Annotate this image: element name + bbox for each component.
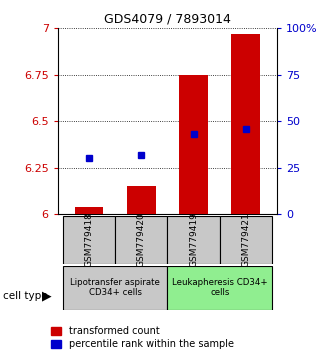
- Text: GSM779421: GSM779421: [241, 212, 250, 267]
- Title: GDS4079 / 7893014: GDS4079 / 7893014: [104, 13, 231, 26]
- Bar: [231, 34, 260, 214]
- FancyBboxPatch shape: [115, 216, 168, 264]
- FancyBboxPatch shape: [63, 266, 168, 310]
- Text: GSM779420: GSM779420: [137, 212, 146, 267]
- Text: GSM779418: GSM779418: [84, 212, 94, 267]
- Bar: [75, 207, 104, 214]
- FancyBboxPatch shape: [63, 216, 115, 264]
- Text: cell type: cell type: [3, 291, 48, 301]
- Text: Leukapheresis CD34+
cells: Leukapheresis CD34+ cells: [172, 278, 268, 297]
- Text: GSM779419: GSM779419: [189, 212, 198, 267]
- Legend: transformed count, percentile rank within the sample: transformed count, percentile rank withi…: [51, 326, 234, 349]
- Text: Lipotransfer aspirate
CD34+ cells: Lipotransfer aspirate CD34+ cells: [70, 278, 160, 297]
- Bar: [179, 75, 208, 214]
- Bar: [127, 186, 156, 214]
- FancyBboxPatch shape: [168, 216, 220, 264]
- FancyBboxPatch shape: [220, 216, 272, 264]
- FancyBboxPatch shape: [168, 266, 272, 310]
- Text: ▶: ▶: [42, 289, 51, 302]
